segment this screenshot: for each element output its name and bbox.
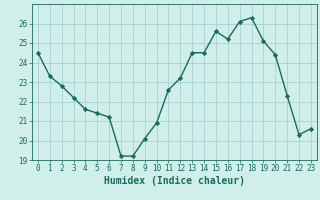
X-axis label: Humidex (Indice chaleur): Humidex (Indice chaleur) xyxy=(104,176,245,186)
